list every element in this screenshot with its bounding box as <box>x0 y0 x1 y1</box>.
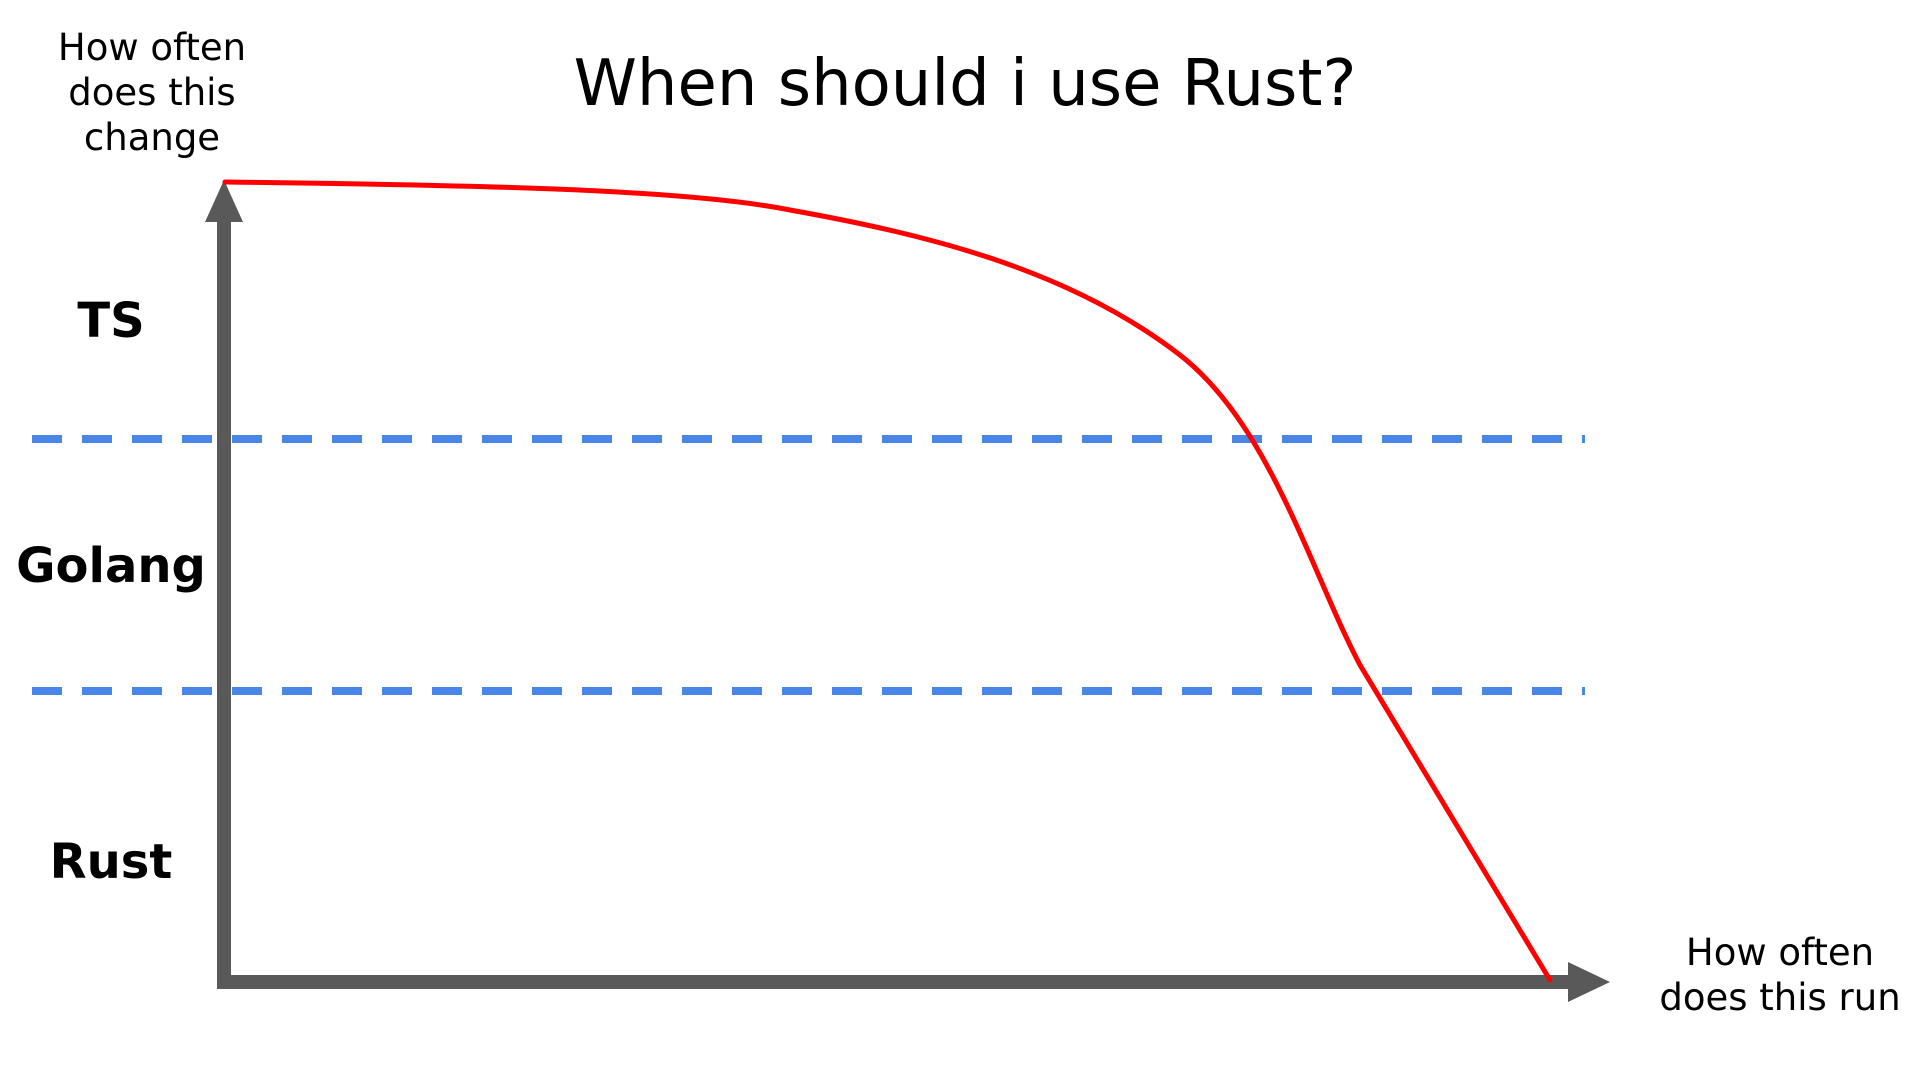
x-axis-label-line-2: does this run <box>1659 976 1900 1019</box>
y-axis-arrowhead <box>205 180 243 222</box>
band-label-ts: TS <box>77 293 144 349</box>
decision-curve <box>222 179 1553 983</box>
band-label-golang: Golang <box>16 538 206 594</box>
y-axis-label-line-3: change <box>84 116 220 159</box>
y-axis-label-line-1: How often <box>58 26 246 69</box>
x-axis-arrowhead <box>1568 962 1610 1002</box>
band-label-rust: Rust <box>50 834 173 890</box>
chart-title: When should i use Rust? <box>574 47 1357 121</box>
x-axis-label-line-1: How often <box>1686 931 1874 974</box>
y-axis-label-line-2: does this <box>68 71 235 114</box>
